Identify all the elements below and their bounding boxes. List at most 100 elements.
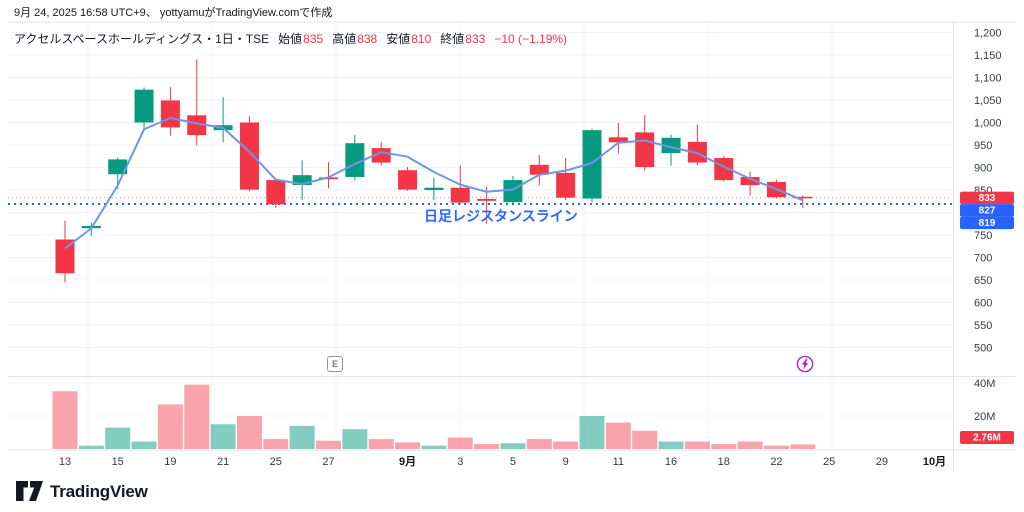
price-axis-badge-value: 819 (979, 218, 996, 229)
volume-bar (632, 430, 658, 449)
time-tick-label: 13 (59, 456, 71, 468)
price-tick-label: 950 (974, 140, 992, 152)
volume-bar (368, 439, 394, 449)
volume-bar (184, 384, 210, 449)
tradingview-logo-icon (16, 481, 43, 501)
candle-body (108, 159, 128, 175)
resistance-line-label[interactable]: 日足レジスタンスライン (424, 208, 578, 224)
volume-bar (157, 404, 183, 449)
volume-bar (711, 444, 737, 449)
time-tick-label: 22 (770, 456, 782, 468)
volume-bar (526, 439, 552, 449)
flash-event-icon[interactable] (796, 355, 814, 373)
volume-bar (684, 441, 710, 449)
volume-tick-label: 40M (974, 378, 995, 390)
earnings-marker-icon[interactable]: E (327, 356, 343, 372)
time-tick-label: 25 (270, 456, 282, 468)
ohlc-close: 終値833 (440, 32, 486, 46)
candle-body (793, 196, 813, 199)
time-tick-label: 9月 (399, 455, 416, 468)
candle-body (740, 176, 760, 186)
candle-body (187, 115, 207, 136)
time-tick-label: 16 (665, 456, 677, 468)
volume-bar (52, 391, 78, 449)
volume-bar (474, 444, 500, 449)
volume-bar (790, 444, 816, 449)
volume-bar (342, 429, 368, 449)
tradingview-logo[interactable]: TradingView (16, 481, 148, 502)
symbol-title: アクセルスペースホールディングス・1日・TSE (14, 32, 270, 46)
time-tick-label: 15 (112, 456, 124, 468)
time-tick-label: 9 (563, 456, 569, 468)
candle-body (266, 180, 286, 205)
volume-tick-label: 20M (974, 411, 995, 423)
candle-body (239, 122, 259, 190)
volume-bar (737, 441, 763, 449)
ohlc-high: 高値838 (332, 32, 378, 46)
candle-body (398, 170, 418, 190)
volume-bar (605, 422, 631, 449)
candle-body (160, 100, 180, 128)
symbol-legend[interactable]: アクセルスペースホールディングス・1日・TSE 始値835 高値838 安値81… (14, 30, 567, 47)
price-axis-badge-value: 833 (979, 193, 996, 204)
volume-bar (763, 445, 789, 449)
candle-body (345, 143, 365, 177)
price-tick-label: 1,150 (974, 50, 1002, 62)
volume-bar (105, 427, 131, 449)
volume-bar (78, 445, 104, 449)
time-tick-label: 3 (457, 456, 463, 468)
price-axis-badge-value: 827 (979, 206, 996, 217)
price-axis-badge (960, 191, 1014, 205)
ma-line (64, 117, 804, 250)
time-tick-label: 27 (322, 456, 334, 468)
volume-axis-badge-value: 2.76M (973, 433, 1001, 444)
candle-body (134, 89, 154, 123)
ohlc-open: 始値835 (278, 32, 324, 46)
candle-body (371, 148, 391, 163)
candle-body (556, 172, 576, 198)
price-tick-label: 750 (974, 230, 992, 242)
volume-bar (236, 416, 262, 449)
volume-bar (500, 443, 526, 449)
volume-bar (421, 445, 447, 449)
candle-body (529, 164, 549, 175)
time-tick-label: 25 (823, 456, 835, 468)
price-tick-label: 650 (974, 275, 992, 287)
price-tick-label: 700 (974, 253, 992, 265)
price-axis-badge (960, 204, 1014, 217)
volume-bar (579, 416, 605, 449)
ohlc-low: 安値810 (386, 32, 432, 46)
candle-body (477, 199, 497, 201)
price-tick-label: 1,200 (974, 28, 1002, 40)
price-tick-label: 550 (974, 320, 992, 332)
volume-bar (316, 440, 341, 449)
time-tick-label: 19 (164, 456, 176, 468)
price-tick-label: 500 (974, 343, 992, 355)
price-tick-label: 600 (974, 298, 992, 310)
volume-bar (289, 425, 315, 449)
volume-bar (210, 424, 236, 449)
candle-body (503, 180, 523, 203)
candle-body (608, 137, 628, 143)
time-tick-label: 18 (718, 456, 730, 468)
price-tick-label: 1,050 (974, 95, 1002, 107)
price-tick-label: 1,000 (974, 118, 1002, 130)
volume-bar (658, 441, 684, 449)
candle-body (424, 187, 444, 190)
creation-info: 9月 24, 2025 16:58 UTC+9、 yottyamuがTradin… (14, 7, 333, 19)
volume-bar (553, 441, 579, 449)
price-axis-badge (960, 216, 1014, 230)
time-tick-label: 29 (876, 456, 888, 468)
price-tick-label: 1,100 (974, 73, 1002, 85)
tradingview-logo-text: TradingView (50, 481, 148, 501)
time-tick-label: 11 (613, 456, 624, 468)
candle-body (450, 187, 470, 203)
time-tick-label: 10月 (923, 455, 946, 468)
volume-bar (263, 439, 289, 449)
candle-body (55, 239, 75, 274)
change-value: −10 (−1.19%) (494, 32, 568, 46)
time-tick-label: 21 (217, 456, 229, 468)
volume-bar (395, 442, 421, 449)
